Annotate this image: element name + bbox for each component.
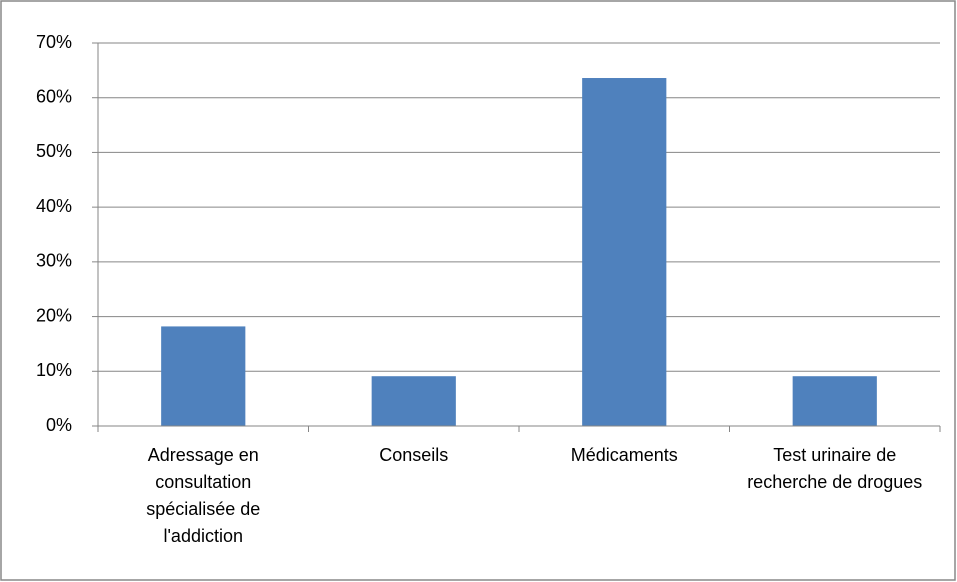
y-tick-label: 30%	[36, 251, 72, 271]
y-tick-label: 70%	[36, 32, 72, 52]
bar	[582, 78, 667, 426]
y-tick-label: 20%	[36, 305, 72, 325]
bar	[371, 376, 456, 426]
x-tick-label-box: Médicaments	[570, 445, 678, 465]
y-tick-label: 0%	[46, 415, 72, 435]
y-tick-label: 50%	[36, 141, 72, 161]
x-tick-label: Test urinaire de recherche de drogues	[747, 445, 923, 492]
x-tick-label-box: Adressage en consultation spécialisée de…	[146, 445, 261, 546]
x-tick-label: Médicaments	[570, 445, 678, 465]
y-tick-label: 60%	[36, 86, 72, 106]
x-tick-label-box: Conseils	[379, 445, 449, 465]
bar	[161, 326, 246, 426]
bar	[792, 376, 877, 426]
x-tick-label: Adressage en consultation spécialisée de…	[146, 445, 261, 546]
x-tick-label-box: Test urinaire de recherche de drogues	[747, 445, 923, 492]
x-tick-label: Conseils	[379, 445, 449, 465]
y-tick-label: 40%	[36, 196, 72, 216]
y-tick-label: 10%	[36, 360, 72, 380]
